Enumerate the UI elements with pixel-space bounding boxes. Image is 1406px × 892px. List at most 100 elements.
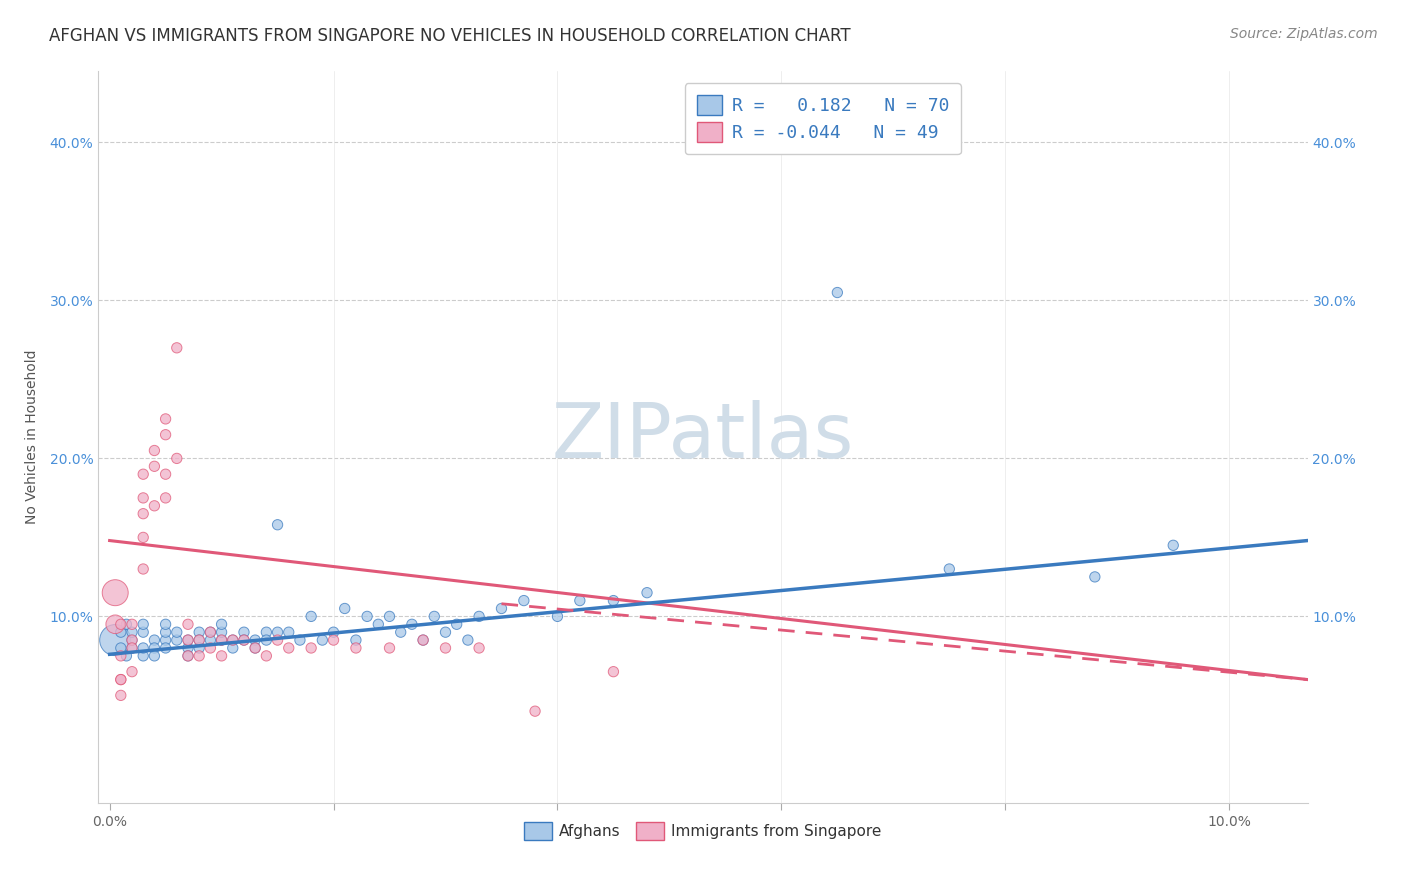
Point [200, 625, 222, 640]
Text: ZIPatlas: ZIPatlas [551, 401, 855, 474]
Point [143, 459, 166, 474]
Point [468, 609, 491, 624]
Point [132, 491, 155, 505]
Point [143, 443, 166, 458]
Point [132, 507, 155, 521]
Point [143, 633, 166, 648]
Point [155, 617, 177, 632]
Point [446, 617, 468, 632]
Point [1161, 538, 1184, 552]
Point [104, 633, 127, 648]
Point [243, 640, 266, 655]
Point [254, 633, 277, 648]
Point [254, 625, 277, 640]
Point [288, 633, 311, 648]
Point [401, 617, 423, 632]
Point [254, 648, 277, 663]
Text: AFGHAN VS IMMIGRANTS FROM SINGAPORE NO VEHICLES IN HOUSEHOLD CORRELATION CHART: AFGHAN VS IMMIGRANTS FROM SINGAPORE NO V… [49, 27, 851, 45]
Point [457, 633, 479, 648]
Point [132, 617, 155, 632]
Point [177, 633, 200, 648]
Point [121, 633, 143, 648]
Point [211, 617, 233, 632]
Point [166, 451, 188, 466]
Point [143, 648, 166, 663]
Y-axis label: No Vehicles in Household: No Vehicles in Household [24, 350, 38, 524]
Text: Source: ZipAtlas.com: Source: ZipAtlas.com [1230, 27, 1378, 41]
Point [299, 609, 322, 624]
Point [322, 633, 344, 648]
Point [344, 640, 367, 655]
Point [468, 640, 491, 655]
Point [121, 640, 143, 655]
Point [104, 585, 127, 599]
Point [177, 640, 200, 655]
Point [211, 633, 233, 648]
Point [121, 665, 143, 679]
Point [378, 640, 401, 655]
Point [200, 633, 222, 648]
Point [166, 625, 188, 640]
Point [188, 625, 211, 640]
Point [155, 640, 177, 655]
Point [524, 704, 547, 718]
Point [110, 689, 132, 703]
Point [344, 633, 367, 648]
Point [188, 633, 211, 648]
Point [115, 617, 138, 632]
Point [188, 640, 211, 655]
Point [121, 625, 143, 640]
Point [110, 673, 132, 687]
Point [222, 633, 245, 648]
Point [434, 625, 457, 640]
Point [299, 640, 322, 655]
Point [155, 427, 177, 442]
Point [322, 625, 344, 640]
Point [132, 648, 155, 663]
Point [121, 640, 143, 655]
Point [233, 625, 256, 640]
Point [110, 640, 132, 655]
Point [115, 648, 138, 663]
Point [378, 609, 401, 624]
Point [423, 609, 446, 624]
Point [211, 648, 233, 663]
Point [211, 633, 233, 648]
Point [166, 341, 188, 355]
Point [110, 673, 132, 687]
Point [110, 625, 132, 640]
Point [110, 617, 132, 632]
Point [546, 609, 568, 624]
Point [177, 648, 200, 663]
Point [200, 625, 222, 640]
Point [132, 625, 155, 640]
Point [636, 585, 658, 599]
Point [110, 648, 132, 663]
Point [155, 633, 177, 648]
Point [222, 633, 245, 648]
Point [211, 625, 233, 640]
Point [243, 640, 266, 655]
Point [827, 285, 849, 300]
Point [188, 633, 211, 648]
Point [104, 617, 127, 632]
Point [155, 491, 177, 505]
Point [568, 593, 591, 607]
Point [155, 412, 177, 426]
Point [412, 633, 434, 648]
Point [412, 633, 434, 648]
Point [367, 617, 389, 632]
Point [143, 640, 166, 655]
Point [938, 562, 960, 576]
Point [491, 601, 513, 615]
Point [132, 562, 155, 576]
Point [1084, 570, 1107, 584]
Point [434, 640, 457, 655]
Point [513, 593, 536, 607]
Point [333, 601, 356, 615]
Point [243, 633, 266, 648]
Point [132, 467, 155, 482]
Point [277, 640, 299, 655]
Point [166, 633, 188, 648]
Legend: Afghans, Immigrants from Singapore: Afghans, Immigrants from Singapore [519, 815, 887, 847]
